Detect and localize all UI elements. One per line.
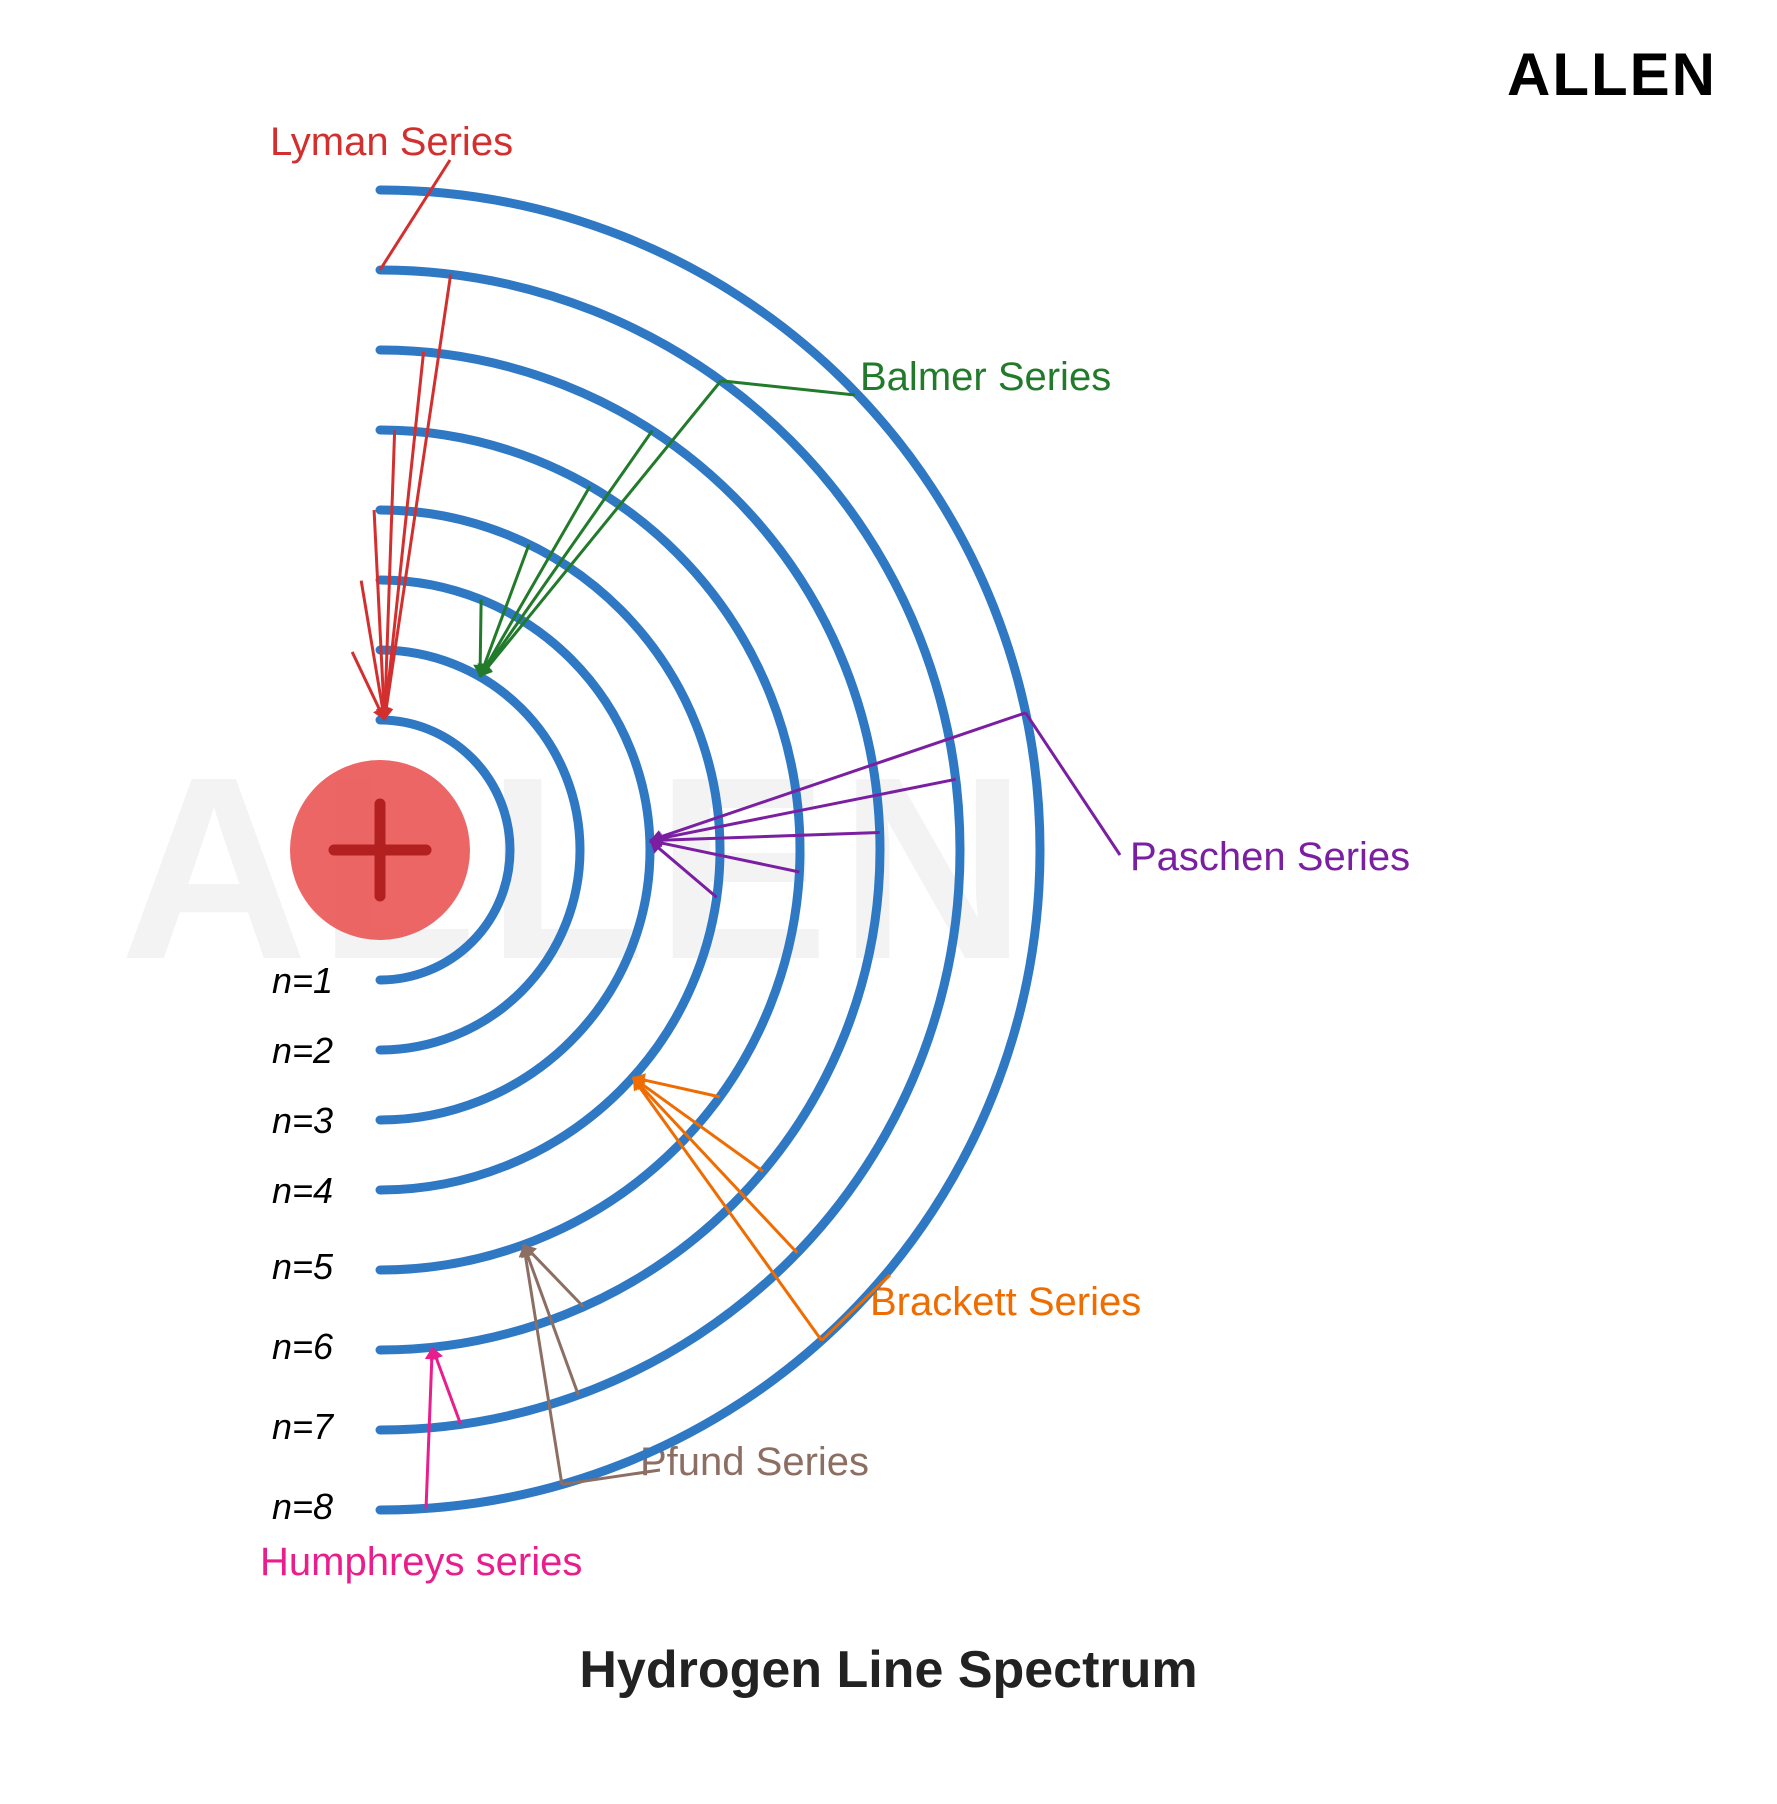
transition-line (650, 713, 1026, 841)
transition-line (480, 486, 590, 677)
transition-line (480, 544, 529, 676)
hydrogen-spectrum-diagram (0, 0, 1777, 1804)
transition-line (480, 381, 721, 677)
transition-line (524, 1245, 579, 1395)
transition-line (650, 841, 800, 872)
series-leader-line (822, 1275, 890, 1340)
orbit-n8 (380, 190, 1040, 1510)
series-leader-line (380, 160, 450, 270)
transition-line (480, 431, 652, 677)
transition-line (633, 1078, 822, 1341)
